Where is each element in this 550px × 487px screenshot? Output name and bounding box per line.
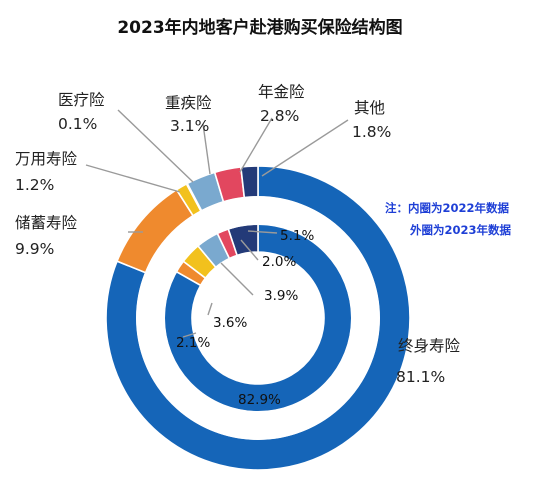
outer-label-value-医疗险: 0.1%	[58, 115, 97, 133]
inner-label-value-其他: 5.1%	[280, 228, 314, 244]
leader-outer-医疗险	[117, 109, 194, 183]
leader-outer-重疾险	[202, 123, 211, 175]
inner-label-value-重疾险: 3.9%	[264, 288, 298, 304]
leader-outer-其他	[261, 119, 349, 177]
leader-outer-万用寿险	[85, 164, 181, 193]
leader-inner-储蓄寿险	[182, 332, 197, 338]
outer-slice-其他	[239, 165, 259, 199]
leader-outer-年金险	[239, 117, 273, 173]
outer-slice-储蓄寿险	[115, 188, 195, 274]
outer-label-value-其他: 1.8%	[352, 123, 391, 141]
outer-label-name-终身寿险: 终身寿险	[398, 337, 461, 355]
leader-inner-年金险	[240, 239, 259, 261]
leader-inner-重疾险	[220, 262, 254, 296]
note-inner-ring: 注：内圈为2022年数据	[385, 201, 510, 215]
outer-label-value-重疾险: 3.1%	[170, 117, 209, 135]
donut-rings	[105, 165, 411, 471]
outer-label-name-年金险: 年金险	[258, 83, 305, 101]
outer-label-name-医疗险: 医疗险	[58, 91, 105, 109]
outer-label-value-终身寿险: 81.1%	[396, 368, 445, 386]
outer-label-value-万用寿险: 1.2%	[15, 176, 54, 194]
outer-label-name-重疾险: 重疾险	[165, 94, 212, 112]
ring-gap-inner	[163, 223, 353, 413]
outer-label-value-储蓄寿险: 9.9%	[15, 240, 54, 258]
ring-gap-outer	[136, 196, 380, 440]
outer-label-name-万用寿险: 万用寿险	[15, 150, 78, 168]
inner-label-value-终身寿险: 82.9%	[238, 392, 281, 408]
inner-label-value-万用寿险: 3.6%	[213, 315, 247, 331]
outer-label-name-储蓄寿险: 储蓄寿险	[15, 214, 78, 232]
inner-label-value-储蓄寿险: 2.1%	[176, 335, 210, 351]
note-outer-ring: 外圈为2023年数据	[409, 223, 512, 237]
leader-inner-其他	[247, 230, 278, 234]
inner-label-value-年金险: 2.0%	[262, 254, 296, 270]
outer-label-value-年金险: 2.8%	[260, 107, 299, 125]
slice-labels: 终身寿险 81.1% 储蓄寿险 9.9% 万用寿险 1.2% 医疗险 0.1% 重疾险 3.1% 年…	[15, 83, 461, 408]
leader-lines	[85, 109, 349, 338]
leader-inner-万用寿险	[207, 302, 213, 316]
chart-title: 2023年内地客户赴港购买保险结构图	[117, 17, 402, 38]
outer-label-name-其他: 其他	[354, 99, 385, 117]
